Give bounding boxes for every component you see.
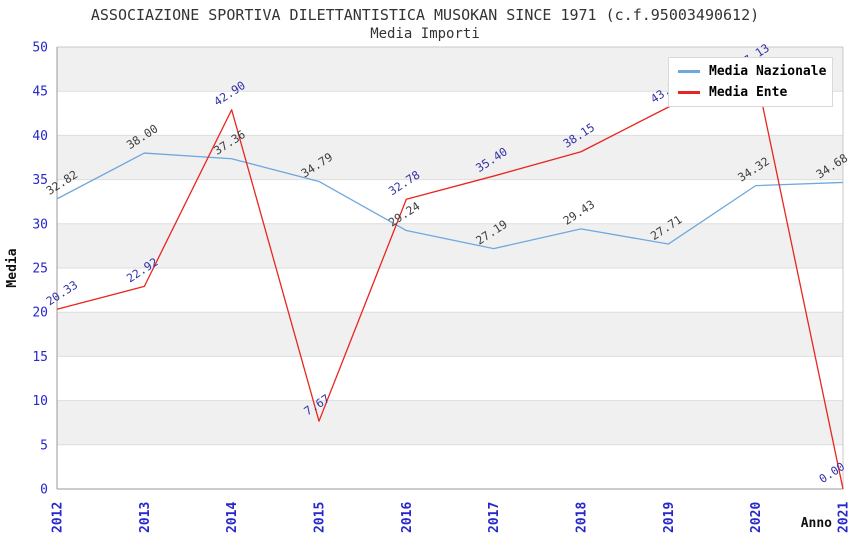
data-label: 20.33 <box>43 278 80 309</box>
x-tick-label: 2012 <box>51 502 66 533</box>
grid-band <box>57 312 843 357</box>
y-tick-label: 40 <box>32 129 48 144</box>
x-tick-label: 2016 <box>400 502 415 533</box>
y-tick-label: 25 <box>32 262 48 277</box>
x-axis-title: Anno <box>801 516 832 531</box>
legend-item-media-nazionale: Media Nazionale <box>678 63 827 80</box>
y-tick-label: 15 <box>32 350 48 365</box>
y-tick-label: 45 <box>32 85 48 100</box>
y-tick-label: 5 <box>40 438 48 453</box>
x-tick-label: 2015 <box>313 502 328 533</box>
legend-label-media-ente: Media Ente <box>709 85 788 100</box>
grid-band <box>57 400 843 445</box>
legend-item-media-ente: Media Ente <box>678 84 823 101</box>
x-tick-label: 2019 <box>662 502 677 533</box>
chart-subtitle: Media Importi <box>370 26 480 42</box>
y-tick-label: 10 <box>32 394 48 409</box>
y-tick-label: 50 <box>32 41 48 56</box>
x-tick-label: 2014 <box>225 502 240 533</box>
data-label: 29.43 <box>560 197 597 228</box>
legend-label-media-nazionale: Media Nazionale <box>709 64 827 79</box>
y-tick-label: 30 <box>32 217 48 232</box>
y-tick-label: 35 <box>32 173 48 188</box>
grid-band <box>57 135 843 180</box>
series-line-media-nazionale <box>56 152 844 250</box>
x-tick-label: 2017 <box>487 502 502 533</box>
x-tick-label: 2020 <box>749 502 764 533</box>
y-tick-label: 20 <box>32 306 48 321</box>
y-tick-label: 0 <box>40 483 48 498</box>
x-tick-label: 2021 <box>837 502 850 533</box>
chart-title: ASSOCIAZIONE SPORTIVA DILETTANTISTICA MU… <box>90 6 760 24</box>
grid-band <box>57 223 843 268</box>
y-axis-title: Media <box>5 248 20 287</box>
legend-swatch-media-ente-icon <box>678 91 700 94</box>
legend: Media Nazionale Media Ente <box>668 57 833 107</box>
legend-swatch-media-nazionale-icon <box>678 70 700 73</box>
x-tick-label: 2018 <box>575 502 590 533</box>
x-tick-label: 2013 <box>138 502 153 533</box>
